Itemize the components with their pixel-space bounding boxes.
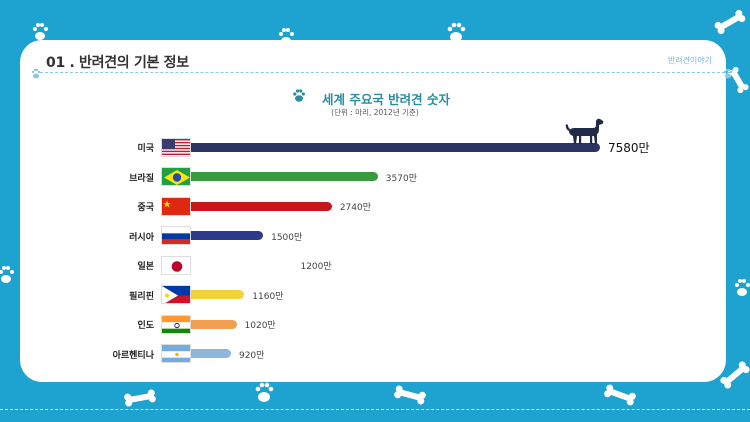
value-label: 1200만 bbox=[300, 262, 332, 272]
value-label: 3570만 bbox=[385, 173, 417, 184]
category-label: 인도 bbox=[137, 321, 154, 331]
bar bbox=[180, 172, 378, 181]
category-label: 중국 bbox=[137, 203, 154, 213]
bar bbox=[180, 201, 332, 211]
india-flag-icon bbox=[161, 314, 191, 334]
paw-icon bbox=[447, 22, 466, 42]
category-label: 아르헨티나 bbox=[112, 350, 154, 361]
bone-icon bbox=[604, 384, 636, 406]
bone-icon bbox=[714, 9, 746, 35]
bar bbox=[180, 142, 600, 152]
bar bbox=[180, 349, 231, 358]
paw-icon bbox=[293, 89, 305, 102]
paw-icon bbox=[31, 68, 41, 79]
chart-subtitle: (단위 : 마리, 2012년 기준) bbox=[331, 108, 419, 117]
category-label: 필리핀 bbox=[129, 291, 154, 302]
japan-flag-icon bbox=[161, 255, 191, 275]
brand-label: 반려견이야기 bbox=[667, 56, 712, 65]
brazil-flag-icon bbox=[161, 167, 191, 186]
content-card bbox=[20, 40, 726, 382]
china-flag-icon bbox=[161, 196, 191, 216]
category-label: 일본 bbox=[137, 262, 154, 272]
bone-icon bbox=[124, 389, 156, 407]
paw-icon bbox=[0, 266, 14, 283]
paw-icon bbox=[735, 279, 750, 296]
category-label: 브라질 bbox=[129, 173, 154, 184]
russia-flag-icon bbox=[161, 226, 191, 245]
bone-icon bbox=[394, 385, 426, 405]
bar bbox=[180, 319, 237, 329]
value-label: 920만 bbox=[238, 350, 265, 361]
bone-icon bbox=[720, 361, 750, 389]
paw-icon bbox=[255, 382, 274, 402]
value-label: 2740만 bbox=[339, 203, 371, 213]
footer-divider bbox=[0, 409, 750, 410]
category-label: 미국 bbox=[137, 144, 154, 154]
paw-icon bbox=[33, 23, 48, 40]
value-label: 7580만 bbox=[608, 141, 650, 155]
usa-flag-icon bbox=[161, 137, 191, 157]
bar bbox=[180, 260, 247, 270]
page-title: 01 . 반려견의 기본 정보 bbox=[46, 55, 189, 71]
category-label: 러시아 bbox=[129, 232, 154, 243]
value-label: 1020만 bbox=[244, 321, 276, 331]
bar bbox=[180, 231, 264, 240]
philippines-flag-icon bbox=[161, 285, 191, 304]
argentina-flag-icon bbox=[161, 344, 191, 363]
header-divider bbox=[40, 72, 730, 73]
dog-icon bbox=[565, 118, 604, 144]
value-label: 1500만 bbox=[271, 232, 303, 243]
bar bbox=[180, 290, 245, 299]
value-label: 1160만 bbox=[252, 291, 284, 302]
chart-title: 세계 주요국 반려견 숫자 bbox=[321, 92, 451, 107]
paw-icon bbox=[723, 68, 733, 79]
